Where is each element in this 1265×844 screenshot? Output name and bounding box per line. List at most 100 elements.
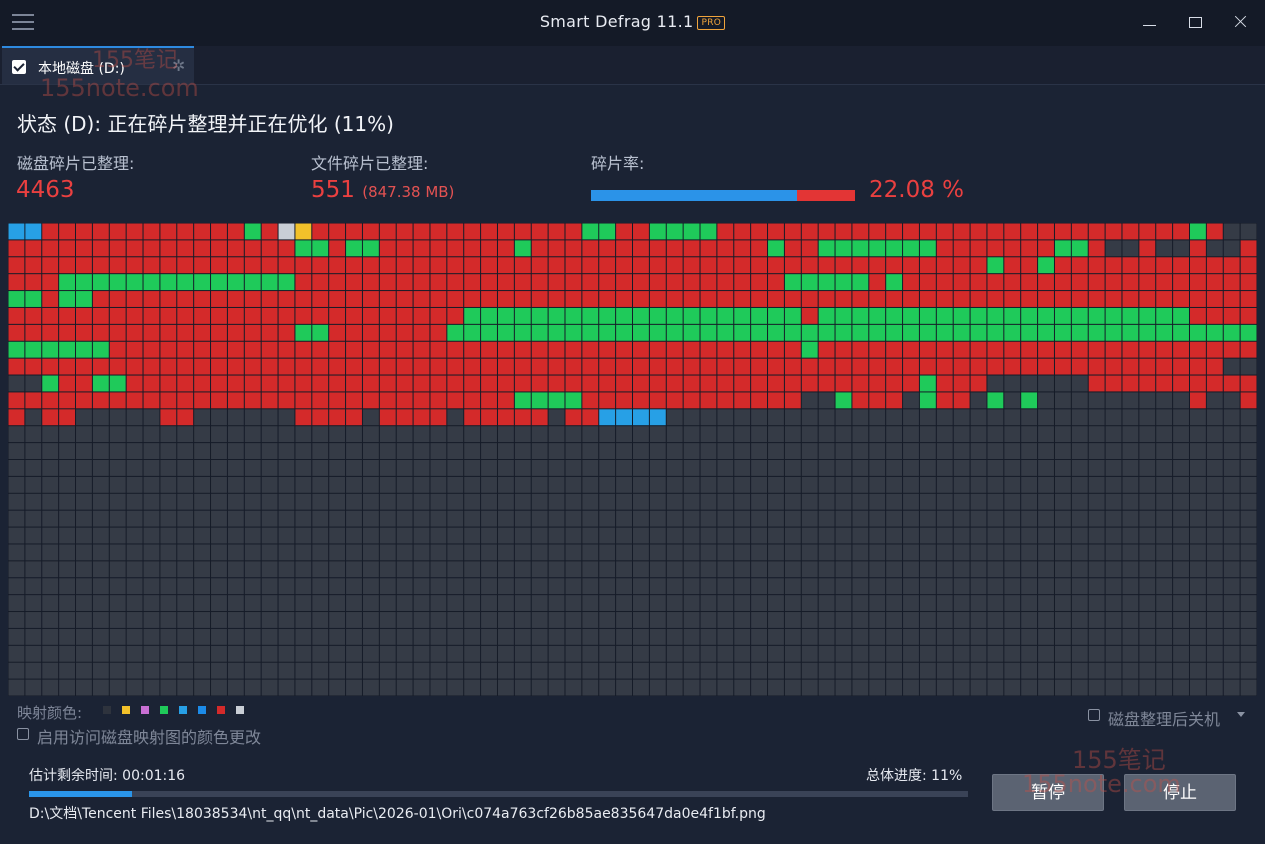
disk-block: [936, 274, 953, 291]
disk-block: [346, 307, 362, 324]
disk-block: [430, 392, 447, 409]
shutdown-after-checkbox[interactable]: [1088, 709, 1100, 721]
disk-block: [565, 527, 582, 544]
disk-block: [852, 392, 869, 409]
hamburger-menu-icon[interactable]: [12, 14, 34, 30]
disk-block: [278, 409, 295, 426]
maximize-icon[interactable]: [1186, 12, 1206, 32]
disk-block: [396, 291, 413, 307]
disk-block: [1156, 460, 1173, 476]
disk-block: [1038, 628, 1054, 645]
disk-block: [1206, 527, 1223, 544]
disk-block: [683, 561, 700, 578]
disk-block: [312, 460, 329, 476]
disk-block: [768, 561, 784, 578]
disk-block: [666, 679, 683, 696]
disk-block: [1105, 628, 1122, 645]
disk-block: [565, 223, 582, 240]
disk-block: [869, 358, 886, 375]
disk-block: [76, 274, 92, 291]
disk-block: [1088, 426, 1105, 443]
disk-checkbox[interactable]: [12, 60, 26, 74]
disk-block: [312, 645, 329, 662]
disk-block: [751, 662, 768, 679]
disk-block: [227, 358, 244, 375]
disk-block: [76, 341, 92, 358]
disk-block: [1206, 679, 1223, 696]
disk-block: [936, 561, 953, 578]
disk-block: [869, 409, 886, 426]
disk-block: [1054, 662, 1071, 679]
disk-block: [548, 612, 565, 628]
disk-block: [295, 324, 312, 341]
disk-block: [1105, 612, 1122, 628]
minimize-icon[interactable]: [1140, 12, 1160, 32]
disk-block: [312, 324, 329, 341]
disk-block: [177, 493, 194, 510]
disk-block: [616, 257, 632, 274]
disk-block: [970, 493, 987, 510]
disk-block: [143, 679, 160, 696]
disk-block: [497, 527, 514, 544]
disk-block: [835, 426, 852, 443]
disk-block: [936, 595, 953, 612]
tab-disk-d[interactable]: 本地磁盘 (D:) ✲: [2, 46, 194, 84]
disk-block: [447, 274, 464, 291]
disk-block: [1071, 578, 1088, 595]
disk-block: [1139, 460, 1156, 476]
disk-block: [278, 358, 295, 375]
disk-block: [717, 493, 734, 510]
disk-block: [362, 527, 379, 544]
disk-block: [919, 358, 936, 375]
disk-block: [160, 274, 177, 291]
disk-block: [987, 628, 1004, 645]
disk-block: [565, 443, 582, 459]
disk-block: [447, 324, 464, 341]
disk-block: [768, 223, 784, 240]
disk-block: [514, 561, 531, 578]
disk-block: [514, 274, 531, 291]
disk-block: [717, 662, 734, 679]
disk-block: [1206, 561, 1223, 578]
map-color-change-checkbox[interactable]: [17, 728, 29, 740]
disk-block: [751, 645, 768, 662]
disk-block: [1139, 324, 1156, 341]
shutdown-options-dropdown-icon[interactable]: [1237, 712, 1245, 717]
disk-block: [835, 409, 852, 426]
disk-block: [1054, 291, 1071, 307]
gear-icon[interactable]: ✲: [172, 56, 186, 75]
disk-block: [970, 426, 987, 443]
disk-block: [953, 578, 970, 595]
disk-block: [801, 595, 818, 612]
disk-block: [261, 493, 278, 510]
disk-block: [481, 341, 497, 358]
disk-block: [42, 645, 59, 662]
disk-block: [1206, 595, 1223, 612]
disk-block: [1173, 375, 1189, 392]
close-icon[interactable]: [1231, 12, 1251, 32]
disk-block: [261, 679, 278, 696]
disk-block: [801, 561, 818, 578]
disk-block: [936, 628, 953, 645]
disk-block: [936, 426, 953, 443]
disk-block: [1088, 527, 1105, 544]
disk-block: [734, 324, 751, 341]
disk-block: [1189, 561, 1206, 578]
disk-block: [683, 392, 700, 409]
disk-block: [751, 426, 768, 443]
disk-block: [261, 527, 278, 544]
pause-button[interactable]: 暂停: [992, 774, 1104, 811]
disk-block: [1021, 460, 1038, 476]
disk-block: [582, 662, 599, 679]
disk-block: [919, 662, 936, 679]
disk-block: [886, 561, 903, 578]
disk-block: [413, 493, 430, 510]
disk-block: [1223, 341, 1240, 358]
disk-block: [329, 223, 346, 240]
disk-block: [548, 628, 565, 645]
stop-button[interactable]: 停止: [1124, 774, 1236, 811]
disk-block: [261, 595, 278, 612]
disk-block: [565, 510, 582, 527]
disk-block: [531, 426, 548, 443]
disk-block: [177, 341, 194, 358]
